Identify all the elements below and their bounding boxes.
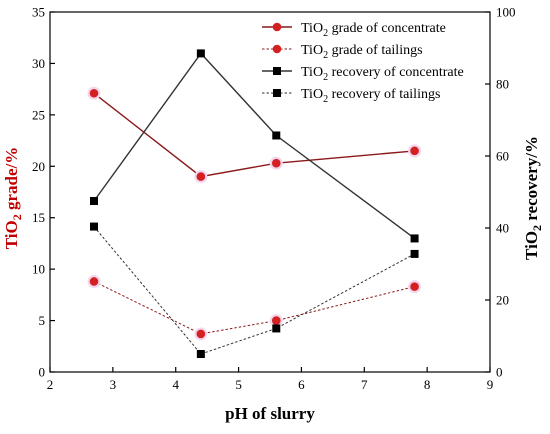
x-axis-title: pH of slurry <box>225 404 315 423</box>
plot-frame <box>49 11 491 373</box>
series-1-point <box>271 158 281 168</box>
y-right-tick-label: 80 <box>496 77 509 92</box>
legend-marker-4 <box>273 89 281 97</box>
y-left-tick-label: 30 <box>32 56 45 71</box>
legend-label-2: TiO2 grade of tailings <box>301 43 423 61</box>
x-tick-label: 6 <box>298 377 305 392</box>
series-4-point <box>410 249 419 258</box>
x-tick-label: 8 <box>424 377 431 392</box>
series-4-point <box>196 350 205 358</box>
series-3-point <box>272 131 281 140</box>
series-4-point <box>272 324 281 333</box>
axis-labels: pH of slurry TiO2 grade/% TiO2 recovery/% <box>2 136 544 423</box>
legend-marker-1 <box>272 22 282 32</box>
series-2-point <box>89 277 99 286</box>
y-left-tick-label: 15 <box>32 210 45 225</box>
series-line-4 <box>93 226 415 355</box>
series-line-1 <box>93 92 415 178</box>
x-tick-label: 7 <box>361 377 368 392</box>
series-3-point <box>410 234 419 243</box>
legend-label-3: TiO2 recovery of concentrate <box>301 65 464 83</box>
series-1-point <box>196 172 206 181</box>
y-right-tick-label: 60 <box>496 149 509 164</box>
y-left-tick-label: 10 <box>32 262 45 277</box>
series-1-point <box>89 88 99 98</box>
series-2-point <box>196 329 206 339</box>
series-3-point <box>196 49 205 58</box>
legend-label-1: TiO2 grade of concentrate <box>301 21 446 39</box>
series-2-point <box>271 316 281 325</box>
y-right-tick-label: 40 <box>496 221 509 236</box>
x-tick-label: 9 <box>487 377 494 392</box>
y-left-tick-label: 35 <box>32 5 45 20</box>
y-left-axis-title: TiO2 grade/% <box>2 147 24 250</box>
legend-marker-2 <box>272 44 282 54</box>
series-2-point <box>410 282 419 291</box>
x-tick-label: 2 <box>47 377 54 392</box>
legend: TiO2 grade of concentrate TiO2 grade of t… <box>262 21 464 105</box>
series-1-point <box>410 146 419 156</box>
y-right-tick-label: 0 <box>496 365 503 380</box>
series-layer <box>87 49 422 358</box>
y-right-tick-label: 20 <box>496 293 509 308</box>
y-right-tick-label: 100 <box>496 5 516 20</box>
series-line-3 <box>93 52 416 239</box>
series-line-2 <box>93 281 415 335</box>
series-4-point <box>90 222 98 231</box>
legend-label-4: TiO2 recovery of tailings <box>301 87 440 105</box>
x-tick-label: 5 <box>235 377 242 392</box>
y-left-tick-label: 5 <box>39 313 46 328</box>
legend-marker-3 <box>273 67 281 75</box>
y-left-tick-label: 20 <box>32 159 45 174</box>
series-3-point <box>90 197 98 205</box>
y-left-tick-label: 25 <box>32 107 45 122</box>
x-tick-label: 3 <box>110 377 117 392</box>
x-tick-label: 4 <box>172 377 179 392</box>
y-left-tick-label: 0 <box>39 365 46 380</box>
y-right-axis-title: TiO2 recovery/% <box>522 136 544 260</box>
